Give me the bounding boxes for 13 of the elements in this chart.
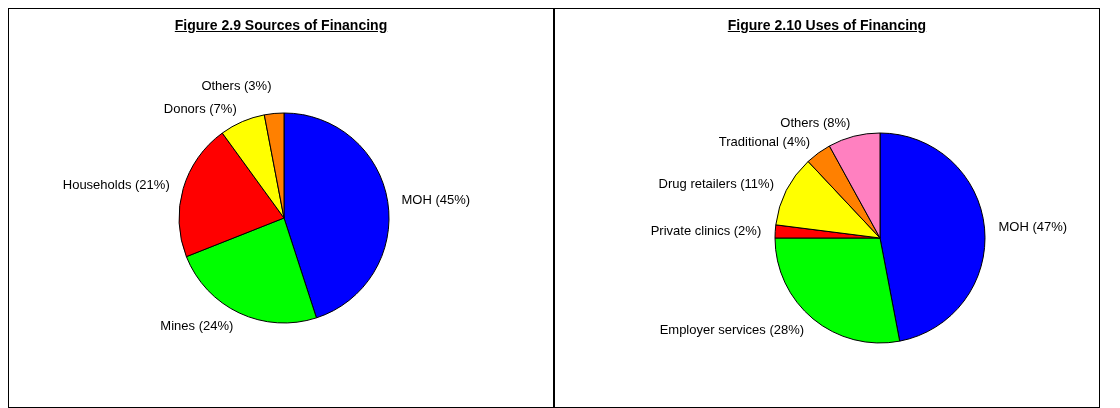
slice-label: Mines (24%) [160,318,234,334]
slice-label: MOH (45%) [401,191,471,207]
slice-label: Others (3%) [201,78,272,94]
slice-label: Donors (7%) [163,101,237,117]
chart-title: Figure 2.10 Uses of Financing [726,17,928,33]
slice-label: Drug retailers (11%) [658,176,774,192]
slice-label: Private clinics (2%) [650,223,762,239]
chart-title: Figure 2.9 Sources of Financing [173,17,389,33]
slice-label: Others (8%) [780,115,851,131]
slice-label: Households (21%) [62,177,170,193]
slice-label: Employer services (28%) [659,322,805,338]
slice-label: MOH (47%) [998,219,1068,235]
slice-label: Traditional (4%) [718,134,811,150]
